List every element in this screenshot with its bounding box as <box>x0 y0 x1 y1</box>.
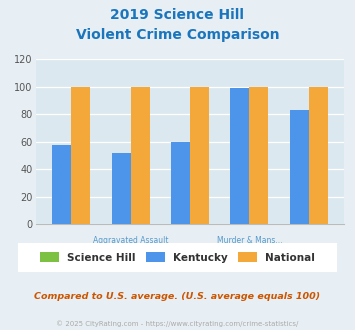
Bar <box>111 153 131 224</box>
Text: All Violent Crime: All Violent Crime <box>39 257 103 266</box>
Text: Murder & Mans...: Murder & Mans... <box>217 236 282 245</box>
Bar <box>249 87 268 224</box>
Bar <box>190 87 209 224</box>
Text: Violent Crime Comparison: Violent Crime Comparison <box>76 28 279 42</box>
Text: 2019 Science Hill: 2019 Science Hill <box>110 8 245 22</box>
Bar <box>230 88 249 224</box>
Bar <box>52 145 71 224</box>
Text: Robbery: Robbery <box>174 257 206 266</box>
Legend: Science Hill, Kentucky, National: Science Hill, Kentucky, National <box>36 248 319 267</box>
Text: Compared to U.S. average. (U.S. average equals 100): Compared to U.S. average. (U.S. average … <box>34 292 321 301</box>
Text: Rape: Rape <box>299 257 318 266</box>
Bar <box>71 87 90 224</box>
Bar <box>171 142 190 224</box>
Bar <box>290 110 309 224</box>
Bar <box>131 87 149 224</box>
Text: Aggravated Assault: Aggravated Assault <box>93 236 168 245</box>
Bar <box>309 87 328 224</box>
Text: © 2025 CityRating.com - https://www.cityrating.com/crime-statistics/: © 2025 CityRating.com - https://www.city… <box>56 320 299 327</box>
